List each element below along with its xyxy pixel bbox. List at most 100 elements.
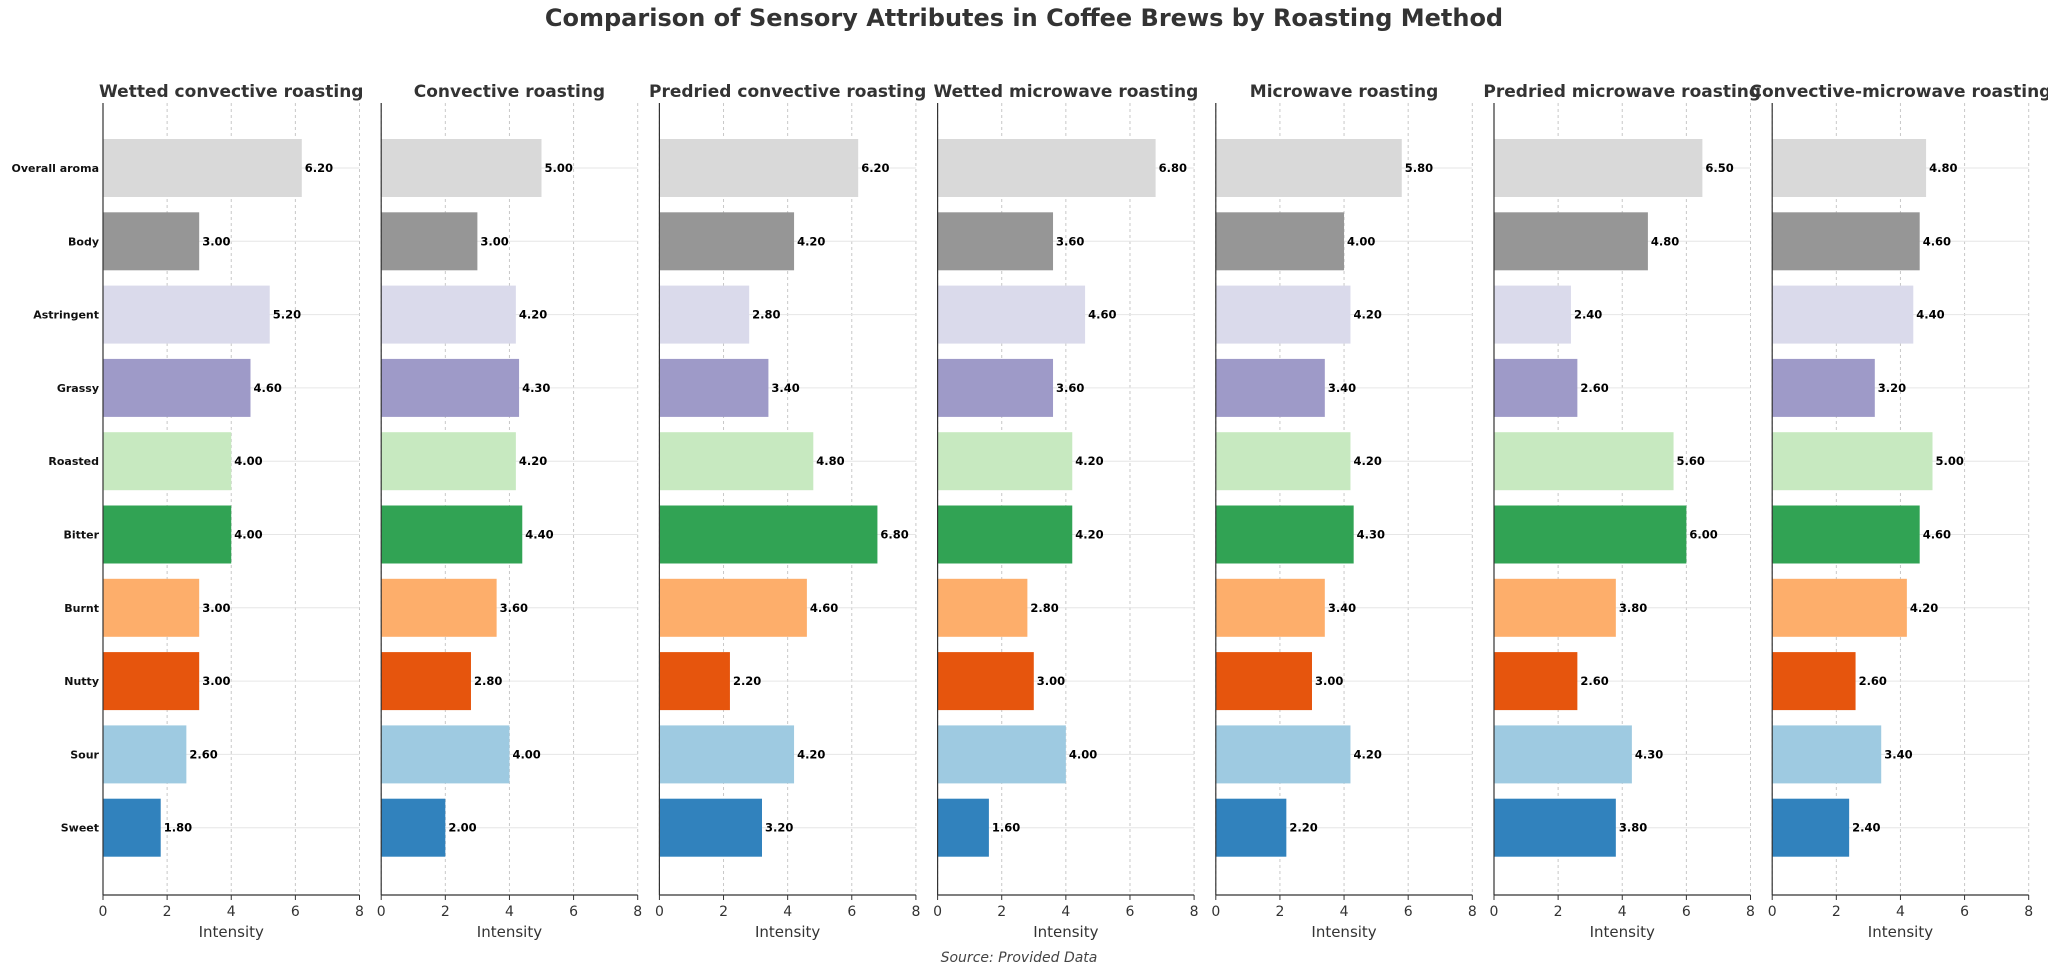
y-tick-label: Grassy (57, 382, 99, 395)
y-tick-label: Roasted (48, 455, 99, 468)
x-tick-label: 0 (1768, 904, 1777, 920)
x-tick-label: 0 (655, 904, 664, 920)
x-axis-label: Intensity (1311, 923, 1376, 941)
bar-value-label: 6.20 (305, 161, 333, 175)
x-tick-label: 2 (1832, 904, 1841, 920)
x-tick-label: 4 (1061, 904, 1070, 920)
y-tick-label: Body (68, 235, 99, 248)
x-tick-label: 6 (1960, 904, 1969, 920)
bar (103, 212, 200, 271)
bar (937, 358, 1054, 417)
bar-value-label: 4.60 (253, 381, 281, 395)
x-tick-label: 2 (163, 904, 172, 920)
bar-value-label: 4.20 (797, 747, 825, 761)
bar-value-label: 2.20 (1289, 821, 1317, 835)
bar (659, 139, 859, 197)
bar-value-label: 3.60 (1056, 234, 1084, 248)
bar-value-label: 2.20 (733, 674, 761, 688)
bar (1494, 505, 1687, 564)
y-tick-label: Sweet (61, 822, 99, 835)
panel-4: 6.80 3.60 4.60 3.60 4.20 4.20 2.80 3.00 4.00 1.60… (933, 82, 1198, 941)
bar (103, 798, 161, 857)
bar-value-label: 3.40 (771, 381, 799, 395)
panel-title: Predried convective roasting (649, 82, 926, 102)
x-tick-label: 2 (1554, 904, 1563, 920)
bar-value-label: 4.60 (810, 601, 838, 615)
y-tick-label: Astringent (33, 309, 99, 322)
x-tick-label: 8 (911, 904, 920, 920)
bar (937, 505, 1073, 564)
bar-value-label: 3.00 (202, 674, 230, 688)
bar-value-label: 4.60 (1088, 308, 1116, 322)
bar-value-label: 4.40 (525, 528, 553, 542)
y-tick-label: Burnt (64, 602, 99, 615)
chart-source-note: Source: Provided Data (941, 950, 1098, 966)
x-tick-label: 4 (783, 904, 792, 920)
panel-2: 5.00 3.00 4.20 4.30 4.20 4.40 3.60 2.80 4.00 2.00… (377, 82, 642, 941)
bar (381, 798, 446, 857)
bar (103, 139, 302, 197)
y-tick-label: Bitter (63, 529, 99, 542)
bar-value-label: 2.80 (474, 674, 502, 688)
bar-value-label: 5.60 (1677, 454, 1705, 468)
bar (103, 725, 187, 784)
bar (1215, 358, 1325, 417)
bar-value-label: 2.60 (1580, 381, 1608, 395)
bar (103, 652, 200, 711)
bar-value-label: 6.00 (1689, 528, 1717, 542)
bar (937, 285, 1086, 344)
bar (937, 432, 1073, 491)
bar-value-label: 3.40 (1328, 601, 1356, 615)
bar-value-label: 4.40 (1916, 308, 1944, 322)
bar (1772, 285, 1914, 344)
bar (659, 285, 750, 344)
bar-value-label: 2.80 (752, 308, 780, 322)
bar-value-label: 3.60 (500, 601, 528, 615)
bar (937, 578, 1028, 637)
x-tick-label: 2 (441, 904, 450, 920)
panel-title: Convective roasting (414, 82, 605, 102)
bar-value-label: 4.00 (234, 528, 262, 542)
bar (937, 212, 1054, 271)
bar (381, 139, 542, 197)
bar-value-label: 2.80 (1030, 601, 1058, 615)
bar (1494, 652, 1578, 711)
bar-value-label: 4.00 (234, 454, 262, 468)
bar-value-label: 6.80 (1159, 161, 1187, 175)
panel-title: Convective-microwave roasting (1750, 82, 2048, 102)
x-tick-label: 2 (719, 904, 728, 920)
bar (1215, 285, 1351, 344)
bar-value-label: 2.60 (1580, 674, 1608, 688)
bar (1772, 725, 1882, 784)
bar-value-label: 2.60 (1859, 674, 1887, 688)
panel-6: 6.50 4.80 2.40 2.60 5.60 6.00 3.80 2.60 4.30 3.80… (1483, 82, 1761, 941)
bar-value-label: 2.00 (448, 821, 476, 835)
bar-value-label: 3.40 (1328, 381, 1356, 395)
bar (1215, 798, 1287, 857)
bar (381, 505, 523, 564)
bar-value-label: 6.80 (880, 528, 908, 542)
x-axis-label: Intensity (1033, 923, 1098, 941)
bar (1494, 139, 1703, 197)
bar-value-label: 2.40 (1574, 308, 1602, 322)
x-tick-label: 8 (1468, 904, 1477, 920)
bar-value-label: 6.20 (861, 161, 889, 175)
bar (381, 285, 516, 344)
bar (659, 578, 807, 637)
x-axis-label: Intensity (477, 923, 542, 941)
panel-title: Wetted convective roasting (99, 82, 363, 102)
x-axis-label: Intensity (1590, 923, 1655, 941)
bar (1494, 432, 1674, 491)
panel-7: 4.80 4.60 4.40 3.20 5.00 4.60 4.20 2.60 3.40 2.40… (1750, 82, 2048, 941)
bar-value-label: 4.20 (1353, 454, 1381, 468)
x-axis-label: Intensity (199, 923, 264, 941)
bar-value-label: 3.00 (202, 234, 230, 248)
bar (1494, 285, 1571, 344)
bar (1772, 212, 1920, 271)
bar (1494, 798, 1616, 857)
bar-value-label: 3.20 (1878, 381, 1906, 395)
bar (1772, 358, 1875, 417)
bar (659, 725, 795, 784)
x-tick-label: 2 (997, 904, 1006, 920)
bar (937, 725, 1066, 784)
